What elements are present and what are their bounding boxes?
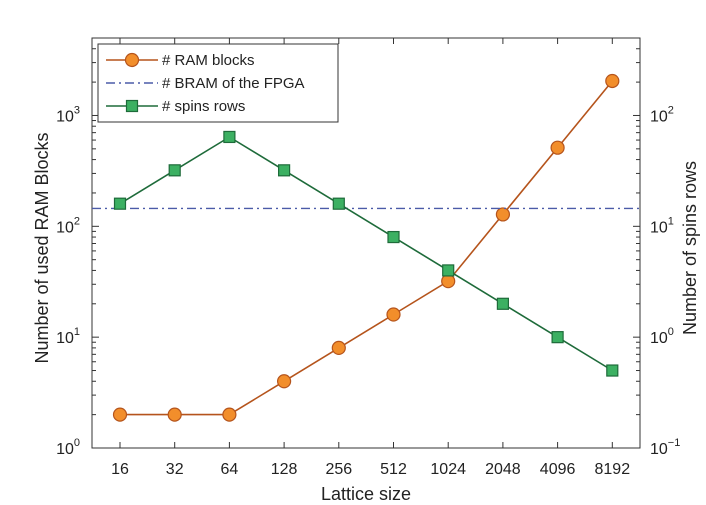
x-axis-label: Lattice size — [321, 484, 411, 504]
x-tick-label: 64 — [221, 461, 239, 478]
spins-rows-point — [223, 130, 236, 144]
right-axis-tick-label: 102 — [650, 104, 674, 125]
y-axis-right-label: Number of spins rows — [680, 161, 700, 335]
ram-blocks-point — [386, 307, 401, 322]
ram-blocks-point — [331, 340, 346, 355]
spins-rows-point — [278, 164, 291, 177]
x-tick-label: 4096 — [540, 461, 576, 478]
ram-blocks-point — [550, 140, 565, 155]
left-axis-tick-label: 100 — [56, 437, 80, 458]
right-axis-tick-label: 101 — [650, 215, 674, 236]
legend-entry-label: # spins rows — [162, 98, 245, 115]
x-tick-label: 1024 — [430, 461, 466, 478]
legend-entry-label: # BRAM of the FPGA — [162, 75, 305, 92]
spins-rows-point — [606, 364, 619, 377]
spins-rows-point — [113, 197, 127, 210]
x-tick-label: 512 — [380, 461, 407, 478]
legend-marker-square — [125, 99, 139, 113]
series-line-2 — [119, 136, 613, 372]
ram-blocks-point — [112, 407, 128, 422]
spins-rows-point — [332, 197, 345, 210]
spins-rows-point — [168, 164, 181, 177]
right-axis-tick-label: 10−1 — [650, 437, 680, 458]
spins-rows-point — [442, 264, 455, 277]
x-tick-label: 256 — [325, 461, 352, 478]
ram-blocks-point — [441, 274, 456, 289]
left-axis-tick-label: 101 — [56, 326, 80, 347]
spins-rows-point — [387, 230, 400, 244]
y-axis-left-label: Number of used RAM Blocks — [32, 132, 52, 363]
spins-rows-point — [551, 331, 564, 344]
x-tick-label: 2048 — [485, 461, 521, 478]
legend-marker-circle — [124, 52, 140, 68]
ram-blocks-point — [277, 374, 292, 389]
series-line-0 — [120, 80, 613, 416]
spins-rows-point — [496, 297, 509, 310]
ram-blocks-point — [605, 73, 620, 89]
left-axis-tick-label: 103 — [56, 104, 80, 125]
x-tick-label: 32 — [166, 461, 184, 478]
ram-blocks-point — [495, 207, 510, 222]
ram-blocks-point — [222, 407, 237, 422]
left-axis-tick-label: 102 — [56, 215, 80, 236]
x-tick-label: 128 — [271, 461, 298, 478]
legend-entry-label: # RAM blocks — [162, 52, 255, 69]
x-tick-label: 8192 — [595, 461, 631, 478]
ram-blocks-point — [167, 407, 182, 422]
x-tick-label: 16 — [111, 461, 129, 478]
right-axis-tick-label: 100 — [650, 326, 674, 347]
